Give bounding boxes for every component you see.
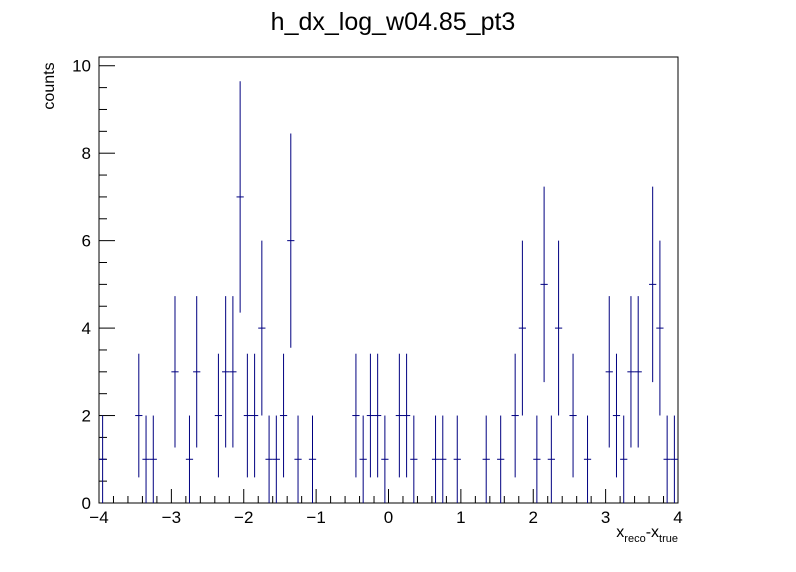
histogram-bin — [171, 296, 179, 448]
histogram-bin — [670, 415, 678, 503]
histogram-bin — [395, 353, 403, 478]
histogram-bin — [193, 296, 201, 448]
histogram-bin — [142, 415, 150, 503]
histogram-bin — [236, 81, 244, 313]
histogram-bin — [518, 240, 527, 416]
histogram-bin — [547, 415, 555, 503]
x-axis-label-subscript: reco — [624, 533, 645, 545]
histogram-bin — [402, 353, 411, 478]
histogram-bin — [431, 415, 440, 503]
histogram-bin — [410, 415, 418, 503]
histogram-bin — [634, 296, 642, 448]
y-tick-label: 10 — [72, 57, 91, 76]
histogram-bin — [149, 415, 157, 503]
histogram-bin — [352, 353, 360, 478]
x-tick-label: 2 — [529, 508, 538, 527]
histogram-bin — [222, 296, 230, 448]
x-axis-label-part: -x — [646, 524, 659, 541]
histogram-bin — [243, 353, 251, 478]
histogram-bin — [214, 353, 223, 478]
chart-title: h_dx_log_w04.85_pt3 — [271, 8, 516, 36]
y-tick-label: 8 — [82, 144, 91, 163]
histogram-bin — [279, 353, 288, 478]
y-tick-label: 6 — [82, 232, 91, 251]
histogram-bin — [453, 415, 461, 503]
histogram-bin — [287, 133, 295, 348]
y-axis-label: counts — [41, 62, 58, 109]
histogram-bin — [612, 353, 621, 478]
histogram-bin — [540, 186, 548, 383]
histogram-bin — [583, 415, 592, 503]
histogram-bin — [656, 240, 664, 416]
histogram-bin — [366, 353, 375, 478]
histogram-bin — [482, 415, 490, 503]
x-axis-label-subscript: true — [659, 533, 678, 545]
y-tick-label: 0 — [82, 494, 91, 513]
x-tick-label: 0 — [384, 508, 393, 527]
histogram-bin — [294, 415, 302, 503]
x-tick-label: 4 — [673, 508, 682, 527]
x-axis-label-part: x — [616, 524, 624, 541]
x-tick-label: 1 — [456, 508, 465, 527]
histogram-bin — [511, 353, 519, 478]
histogram-bin — [135, 353, 143, 478]
histogram-bin — [308, 415, 317, 503]
histogram-bin — [374, 353, 382, 478]
x-tick-label: −2 — [234, 508, 253, 527]
histogram-bin — [258, 240, 266, 416]
histogram-bin — [229, 296, 237, 448]
histogram-bin — [663, 415, 671, 503]
histogram-bin — [649, 186, 657, 383]
histogram-bin — [627, 296, 635, 448]
histogram-bin — [605, 296, 613, 448]
histogram-bin — [250, 353, 259, 478]
histogram-bin — [620, 415, 628, 503]
histogram-bin — [554, 240, 563, 416]
histogram-bin — [439, 415, 447, 503]
x-axis-label: xreco-xtrue — [616, 524, 678, 545]
histogram-bin — [99, 415, 107, 503]
x-tick-label: −4 — [89, 508, 108, 527]
y-tick-label: 2 — [82, 407, 91, 426]
x-tick-label: 3 — [601, 508, 610, 527]
y-tick-label: 4 — [82, 319, 91, 338]
histogram-bin — [497, 415, 505, 503]
histogram-bin — [381, 415, 389, 503]
x-tick-label: −3 — [162, 508, 181, 527]
axis-ticks: −4 −3 −2 −1 0 1 2 3 4 0 2 4 6 8 10 — [72, 57, 683, 527]
histogram-bin — [359, 415, 367, 503]
histogram-bins — [99, 81, 678, 503]
histogram-bin — [533, 415, 541, 503]
histogram-bin — [272, 415, 280, 503]
histogram-bin — [185, 415, 194, 503]
histogram-bin — [265, 415, 273, 503]
x-tick-label: −1 — [306, 508, 325, 527]
histogram-bin — [569, 353, 577, 478]
